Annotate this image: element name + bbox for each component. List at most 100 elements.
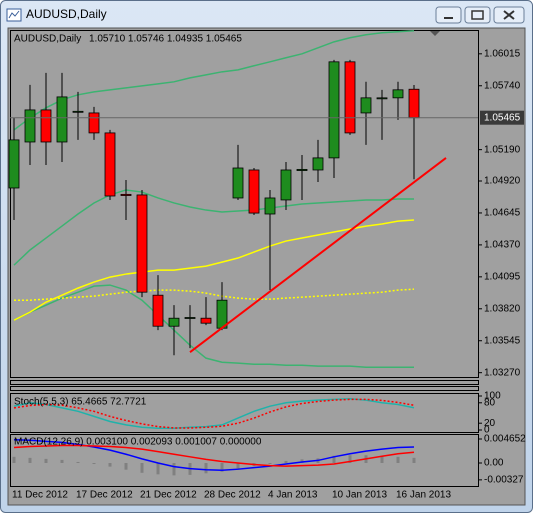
histogram-bar (380, 455, 384, 464)
current-price-label: 1.05465 (484, 112, 521, 123)
x-tick-label: 28 Dec 2012 (204, 490, 261, 501)
indicator-line (13, 189, 414, 266)
histogram-bar (396, 456, 400, 464)
histogram-bar (332, 455, 336, 464)
histogram-bar (92, 463, 96, 465)
y-tick-label: 0 (484, 425, 490, 436)
histogram-bar (172, 463, 176, 476)
maximize-button[interactable] (464, 6, 491, 24)
candle-body (184, 317, 196, 319)
candle-body (344, 61, 356, 134)
trendline (189, 157, 447, 354)
y-tick-label: 1.04645 (484, 208, 521, 219)
histogram-bar (44, 458, 48, 464)
histogram-bar (268, 463, 272, 465)
x-tick-label: 16 Jan 2013 (396, 490, 451, 501)
y-tick-label: 1.03820 (484, 303, 521, 314)
candle-body (24, 109, 36, 143)
histogram-bar (300, 459, 304, 464)
x-tick-label: 4 Jan 2013 (268, 490, 318, 501)
y-tick-label: 0.004652 (484, 434, 526, 445)
candle-body (88, 112, 100, 134)
histogram-bar (140, 463, 144, 473)
current-price-box (480, 110, 524, 125)
histogram-bar (28, 457, 32, 464)
window-icon-glyph (8, 10, 20, 19)
shift-marker (430, 31, 440, 36)
histogram-bar (12, 456, 16, 464)
x-tick-label: 10 Jan 2013 (332, 490, 387, 501)
stoch-panel (10, 393, 479, 433)
candle-body (152, 294, 164, 327)
candle-body (200, 317, 212, 324)
histogram-bar (60, 459, 64, 464)
macd-panel (10, 434, 479, 487)
y-tick-label: 1.05190 (484, 144, 521, 155)
histogram-bar (204, 463, 208, 474)
indicator-line (13, 30, 415, 131)
y-tick-label: 1.03270 (484, 367, 521, 378)
window-title: AUDUSD,Daily (26, 7, 107, 21)
y-tick-label: 80 (484, 397, 496, 408)
chart-title: AUDUSD,Daily (14, 34, 81, 45)
histogram-bar (284, 460, 288, 464)
candle-body (376, 97, 388, 100)
y-tick-label: 0.00 (484, 458, 504, 469)
indicator-line (13, 284, 414, 368)
histogram-bar (220, 463, 224, 472)
candle-body (120, 193, 132, 196)
histogram-bar (236, 463, 240, 470)
panel-separator (10, 386, 479, 391)
panel-title: Stoch(5,5,3) 65.4665 72.7721 (14, 397, 147, 408)
candle-body (248, 169, 260, 214)
x-tick-label: 17 Dec 2012 (76, 490, 133, 501)
maximize-glyph (471, 10, 484, 20)
y-tick-label: 20 (484, 418, 496, 429)
main-panel (10, 30, 479, 378)
candle-body (280, 169, 292, 201)
macd-line (13, 444, 415, 467)
histogram-bar (124, 463, 128, 470)
chart-info: 1.05710 1.05746 1.04935 1.05465 (89, 34, 242, 45)
candle-body (104, 132, 116, 197)
y-tick-label: 1.04370 (484, 240, 521, 251)
y-tick-label: 1.05740 (484, 80, 521, 91)
panel-title: MACD(12,26,9) 0.003100 0.002093 0.001007… (14, 437, 262, 448)
candle-body (168, 317, 180, 327)
panel-separator (10, 380, 479, 385)
y-tick-label: 1.06015 (484, 48, 521, 59)
y-tick-label: 1.03545 (484, 335, 521, 346)
x-tick-label: 11 Dec 2012 (12, 490, 68, 501)
close-glyph (503, 10, 515, 20)
candle-body (8, 139, 20, 189)
candle-body (72, 110, 84, 113)
candle-body (216, 299, 228, 329)
indicator-line (13, 219, 415, 321)
y-tick-label: 1.04095 (484, 271, 521, 282)
histogram-bar (348, 455, 352, 464)
histogram-bar (76, 461, 80, 464)
histogram-bar (412, 457, 416, 464)
candle-body (360, 97, 372, 114)
histogram-bar (108, 463, 112, 467)
y-tick-label: 100 (484, 391, 501, 402)
minimize-button[interactable] (435, 6, 462, 24)
y-tick-label: -0.00327 (484, 475, 524, 486)
candle-body (328, 61, 340, 159)
candle-body (296, 168, 308, 171)
candle-body (264, 197, 276, 215)
candle-body (136, 194, 148, 293)
candle-body (232, 167, 244, 199)
candle-body (56, 96, 68, 143)
candle-body (408, 88, 420, 119)
oscillator-line (13, 397, 415, 430)
candle-body (312, 157, 324, 171)
chart-area (7, 27, 526, 506)
x-tick-label: 21 Dec 2012 (140, 490, 197, 501)
candle-body (40, 109, 52, 143)
y-tick-label: 1.04920 (484, 176, 521, 187)
histogram-bar (156, 463, 160, 475)
candle-body (392, 89, 404, 99)
indicator-line (14, 288, 415, 301)
